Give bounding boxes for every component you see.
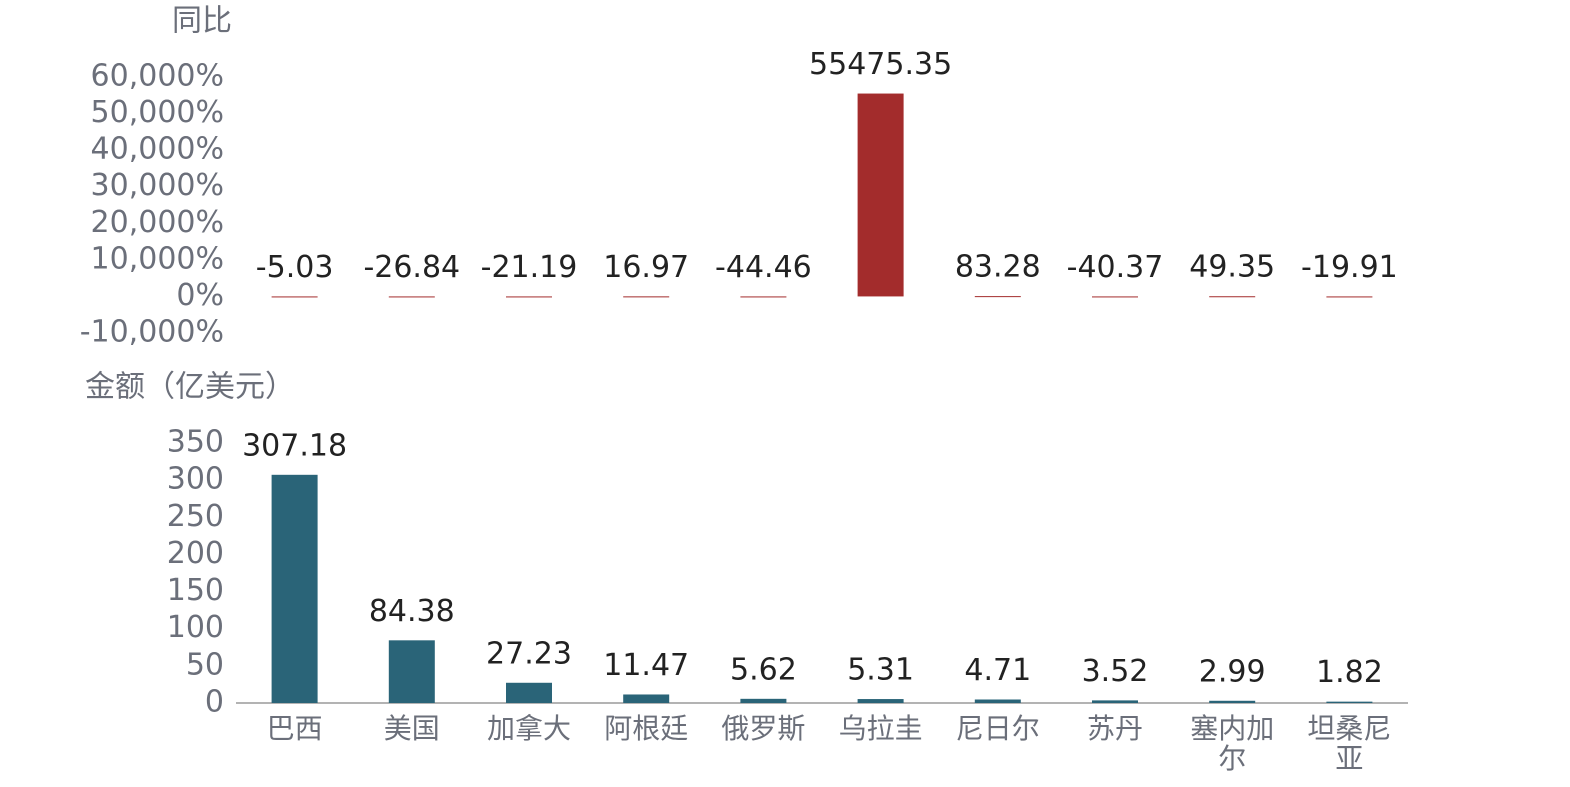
value-label: 1.82: [1316, 655, 1383, 690]
bar: [506, 296, 552, 298]
value-label: -44.46: [715, 250, 812, 285]
value-label: -19.91: [1301, 250, 1398, 285]
y-tick-label: 50,000%: [91, 95, 224, 130]
y-tick-label: 100: [167, 610, 224, 645]
y-tick-label: 0%: [176, 278, 224, 313]
value-label: 11.47: [603, 648, 689, 683]
value-label: -5.03: [256, 250, 334, 285]
value-label: -21.19: [481, 250, 578, 285]
y-tick-label: 50: [186, 647, 224, 682]
bar: [623, 296, 670, 298]
y-tick-label: 30,000%: [91, 168, 224, 203]
bar: [974, 296, 1021, 298]
bar: [1326, 701, 1373, 703]
x-tick-label: 美国: [384, 712, 440, 745]
value-label: 2.99: [1199, 654, 1266, 689]
value-label: -40.37: [1067, 250, 1164, 285]
x-tick-label: 俄罗斯: [721, 712, 805, 745]
y-tick-label: 350: [167, 425, 224, 460]
value-label: 5.31: [847, 653, 914, 688]
bar: [271, 474, 318, 703]
bar: [1092, 700, 1138, 703]
bar: [388, 640, 435, 703]
y-tick-label: 10,000%: [91, 241, 224, 276]
y-tick-label: 200: [167, 536, 224, 571]
bar: [740, 296, 787, 298]
y-tick-label: 40,000%: [91, 132, 224, 167]
y-tick-label: -10,000%: [80, 315, 224, 350]
y-tick-label: 60,000%: [91, 59, 224, 94]
bar: [388, 296, 435, 298]
bar: [623, 694, 670, 703]
bar: [974, 699, 1021, 703]
y-tick-label: 20,000%: [91, 205, 224, 240]
bar: [1092, 296, 1138, 298]
bar: [857, 93, 904, 297]
value-label: 4.71: [964, 653, 1031, 688]
value-label: -26.84: [363, 250, 460, 285]
bar: [857, 699, 904, 703]
bar: [1209, 700, 1256, 703]
x-tick-label: 尼日尔: [956, 712, 1040, 745]
bar: [1209, 296, 1256, 298]
value-label: 84.38: [369, 594, 455, 629]
x-tick-label: 坦桑尼亚: [1307, 712, 1391, 775]
y-axis-title: 金额（亿美元）: [85, 370, 295, 405]
bar: [740, 698, 787, 703]
x-tick-label: 苏丹: [1087, 712, 1143, 745]
value-label: 5.62: [730, 652, 797, 687]
x-tick-label: 阿根廷: [604, 712, 688, 745]
value-label: 307.18: [242, 428, 347, 463]
y-tick-label: 0: [205, 685, 224, 720]
y-tick-label: 250: [167, 499, 224, 534]
value-label: 83.28: [955, 250, 1041, 285]
bar: [1326, 296, 1373, 298]
value-label: 49.35: [1189, 250, 1275, 285]
bar: [506, 682, 552, 703]
value-label: 27.23: [486, 636, 572, 671]
x-tick-label: 巴西: [267, 712, 323, 745]
value-label: 16.97: [603, 250, 689, 285]
y-tick-label: 300: [167, 462, 224, 497]
y-tick-label: 150: [167, 573, 224, 608]
y-axis-title: 同比: [172, 4, 232, 39]
value-label: 3.52: [1082, 654, 1149, 689]
bar: [271, 296, 318, 298]
value-label: 55475.35: [809, 47, 952, 82]
x-tick-label: 乌拉圭: [839, 712, 923, 745]
x-tick-label: 塞内加尔: [1190, 712, 1274, 775]
x-tick-label: 加拿大: [487, 712, 571, 745]
